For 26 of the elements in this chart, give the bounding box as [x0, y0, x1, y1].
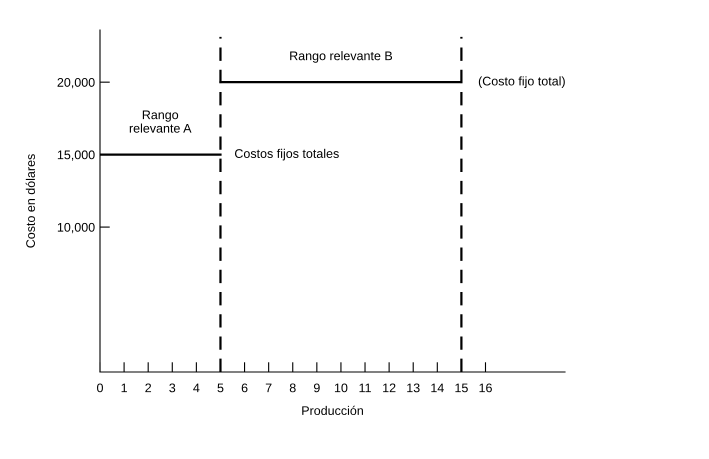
x-tick-label: 9: [314, 383, 320, 392]
x-axis-title: Producción: [302, 406, 363, 416]
y-tick-label: 15,000: [58, 150, 95, 161]
x-tick-label: 3: [169, 383, 176, 392]
x-tick-label: 12: [383, 383, 396, 392]
x-tick-label: 7: [266, 384, 272, 392]
x-tick-label: 5: [217, 384, 224, 392]
x-tick-label: 4: [193, 384, 200, 392]
x-tick-label: 1: [122, 384, 127, 392]
y-tick-label: 10,000: [58, 222, 95, 234]
x-tick-label: 8: [290, 383, 296, 392]
x-tick-label: 2: [145, 383, 152, 392]
x-tick-label: 14: [431, 384, 444, 392]
x-tick-label: 15: [455, 384, 468, 392]
y-tick-label: 20,000: [58, 78, 95, 88]
y-axis-title: Costo en dólares: [26, 154, 35, 248]
x-tick-label: 13: [407, 383, 420, 392]
x-tick-label: 10: [334, 383, 348, 392]
annotation: (Costo fijo total): [478, 76, 565, 88]
x-tick-label: 0: [97, 383, 103, 392]
annotation: Rango relevante A: [130, 110, 192, 133]
x-tick-label: 16: [479, 383, 492, 392]
annotation: Rango relevante B: [290, 51, 392, 63]
x-tick-label: 6: [242, 383, 248, 392]
x-tick-label: 11: [359, 384, 371, 392]
annotation: Costos fijos totales: [234, 148, 339, 160]
